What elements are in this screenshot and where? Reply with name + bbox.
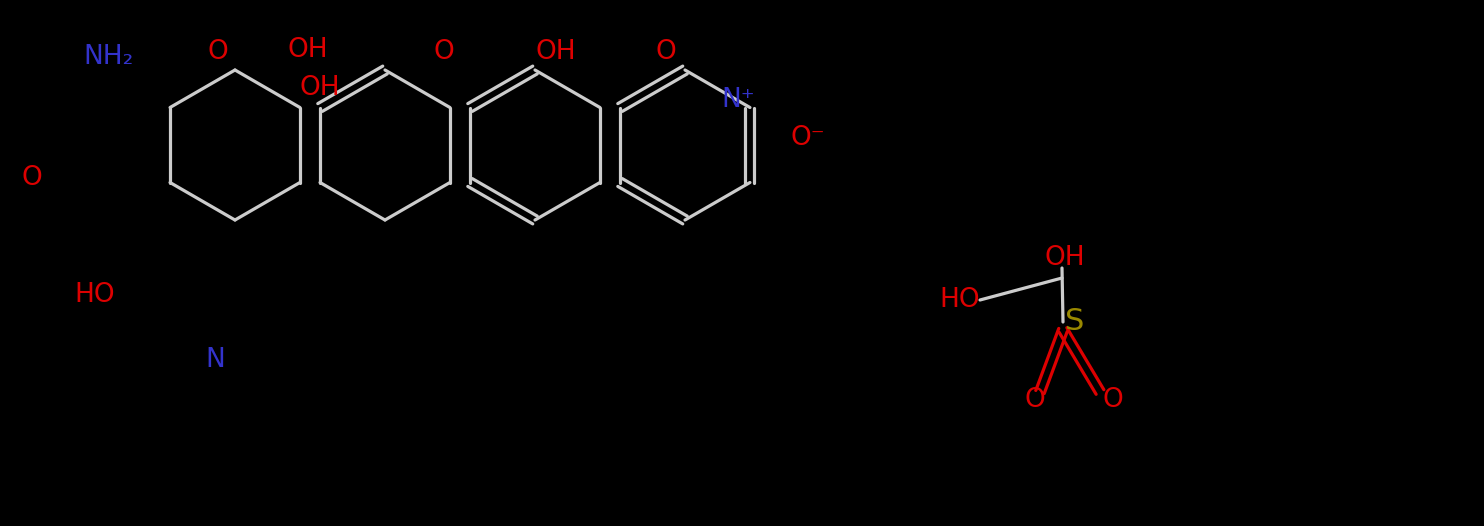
Text: OH: OH [300, 75, 340, 101]
Text: S: S [1066, 308, 1085, 337]
Text: HO: HO [74, 282, 116, 308]
Text: OH: OH [1045, 245, 1085, 271]
Text: HO: HO [939, 287, 981, 313]
Text: O: O [656, 39, 677, 65]
Text: N⁺: N⁺ [721, 87, 755, 113]
Text: O: O [208, 39, 229, 65]
Text: OH: OH [536, 39, 576, 65]
Text: O: O [1103, 387, 1123, 413]
Text: O: O [1024, 387, 1045, 413]
Text: O⁻: O⁻ [791, 125, 825, 151]
Text: NH₂: NH₂ [83, 44, 134, 70]
Text: O: O [22, 165, 43, 191]
Text: N: N [205, 347, 226, 373]
Text: O: O [433, 39, 454, 65]
Text: OH: OH [288, 37, 328, 63]
